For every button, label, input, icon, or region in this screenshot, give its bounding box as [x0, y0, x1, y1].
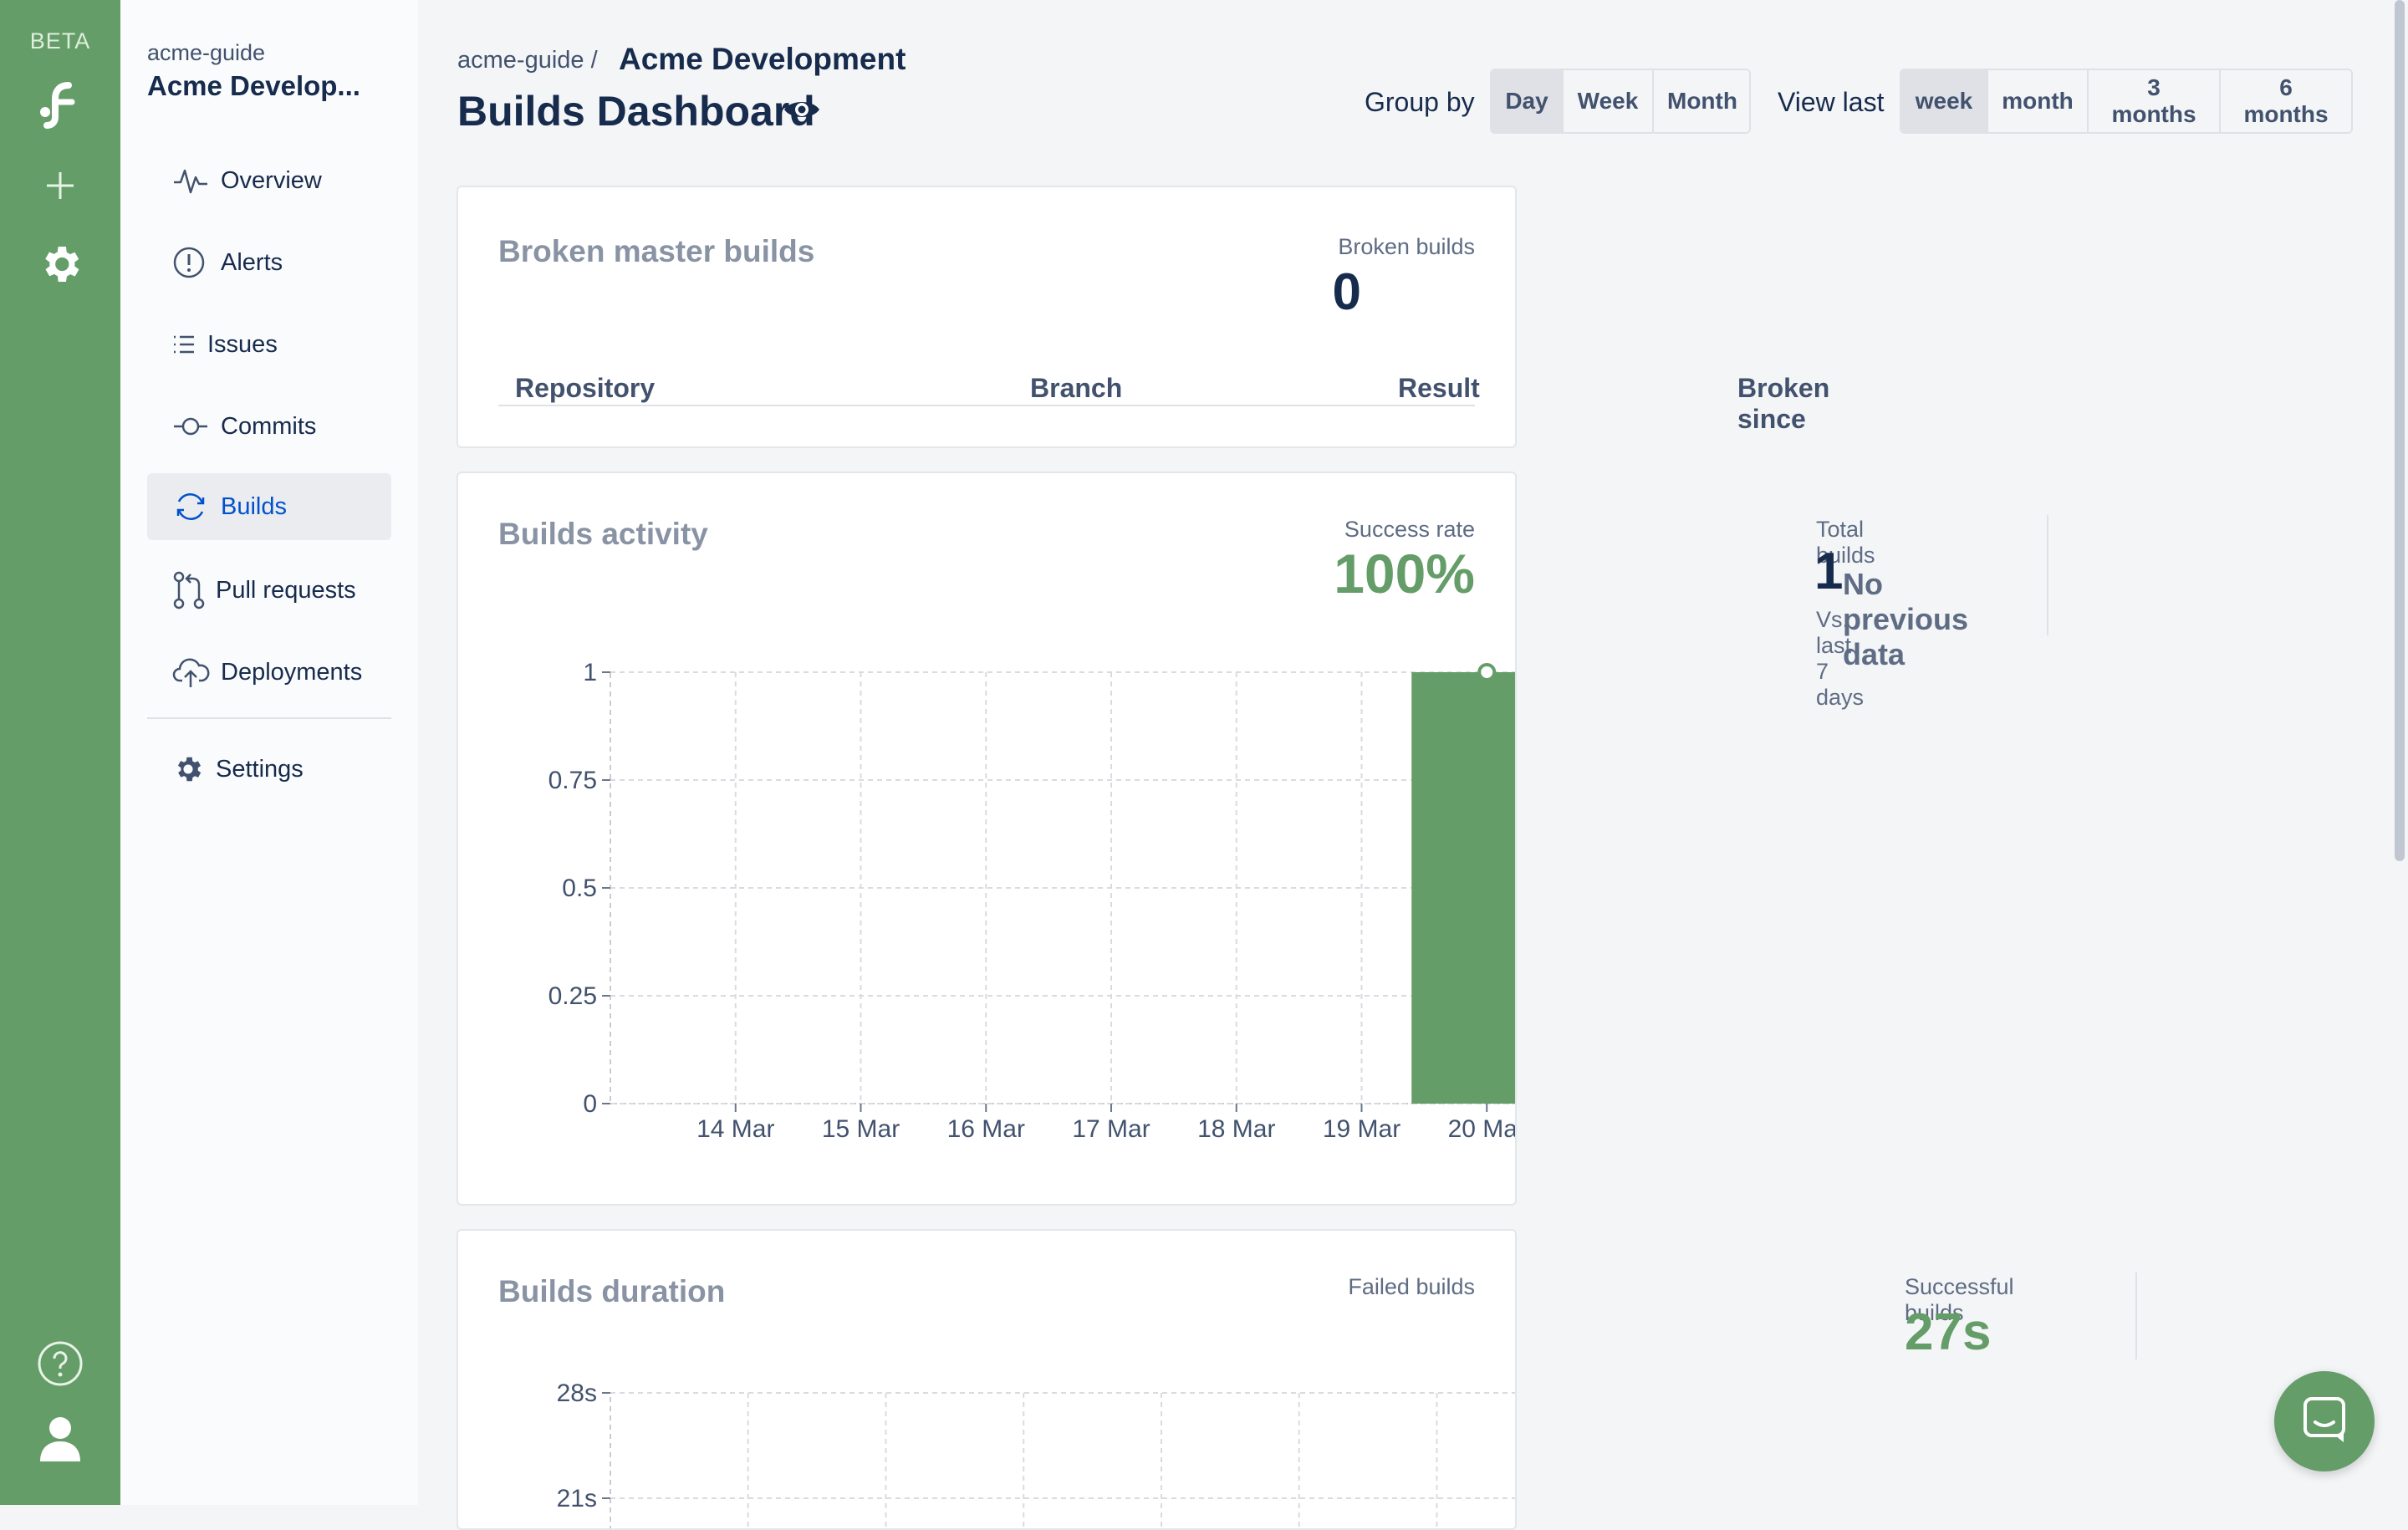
page-scrollbar[interactable] — [2391, 0, 2408, 1505]
help-icon[interactable] — [0, 1339, 120, 1388]
builds-activity-card: Builds activity Total builds 1 No previo… — [457, 472, 2048, 1206]
group-by-week-button[interactable]: Week — [1562, 70, 1652, 132]
sidebar-item-settings[interactable]: Settings — [147, 736, 391, 803]
successful-builds-label: Successful builds — [1905, 1274, 2014, 1325]
breadcrumb-project: Acme Development — [619, 42, 906, 76]
list-icon — [172, 325, 197, 364]
view-last-label: View last — [1778, 87, 1885, 117]
total-builds-label: Total builds — [1816, 517, 1875, 568]
sidebar-item-label: Settings — [216, 755, 304, 783]
x-tick-label: 16 Mar — [947, 1115, 1025, 1143]
column-header-result: Result — [1398, 373, 1480, 403]
builds-duration-chart: 21s 28s — [557, 1380, 1515, 1528]
logo-icon[interactable] — [0, 80, 120, 130]
y-tick-label: 0.5 — [562, 875, 597, 902]
broken-count: 0 — [1332, 263, 1361, 321]
sidebar-item-alerts[interactable]: Alerts — [147, 229, 391, 296]
bar — [1411, 672, 1515, 1104]
page-title: Builds Dashboard — [457, 88, 815, 135]
broken-count-label: Broken builds — [1338, 234, 1475, 259]
success-rate-label: Success rate — [1344, 517, 1475, 542]
y-tick-label: 0.25 — [548, 982, 597, 1010]
group-by-month-button[interactable]: Month — [1652, 70, 1749, 132]
broken-builds-card: Broken master builds Broken builds 0 Rep… — [457, 186, 1829, 448]
user-icon[interactable] — [0, 1413, 120, 1463]
x-tick-label: 17 Mar — [1072, 1115, 1150, 1143]
y-tick-label: 0.75 — [548, 767, 597, 794]
comparison-period: Vs. last 7 days — [1816, 607, 1865, 710]
y-tick-label: 28s — [557, 1380, 597, 1407]
sidebar-divider — [147, 717, 391, 719]
pull-request-icon — [172, 571, 206, 609]
chat-launcher-button[interactable] — [2274, 1371, 2375, 1471]
sidebar-item-issues[interactable]: Issues — [147, 311, 391, 378]
group-by-control: Day Week Month — [1490, 69, 1751, 134]
column-header-branch: Branch — [1030, 373, 1123, 403]
beta-label: BETA — [29, 28, 91, 54]
sidebar-item-label: Pull requests — [216, 576, 356, 604]
sidebar-item-pull-requests[interactable]: Pull requests — [147, 557, 391, 624]
builds-duration-card: Builds duration Successful builds 27s Fa… — [457, 1229, 2137, 1530]
y-tick-label: 1 — [583, 659, 597, 686]
column-header-repository: Repository — [515, 373, 656, 403]
sidebar-item-label: Commits — [221, 412, 317, 440]
comparison-text: No previous data — [1843, 567, 1969, 671]
view-last-week-button[interactable]: week — [1901, 70, 1987, 132]
sidebar-item-commits[interactable]: Commits — [147, 393, 391, 460]
stat-divider — [2135, 1272, 2137, 1359]
x-tick-label: 18 Mar — [1197, 1115, 1275, 1143]
project-sidebar: acme-guide Acme Develop... Overview Aler… — [120, 0, 418, 1505]
commit-icon — [172, 407, 211, 446]
alert-icon — [172, 243, 211, 282]
add-icon[interactable] — [0, 166, 120, 206]
gear-icon — [172, 750, 206, 788]
sidebar-item-label: Builds — [221, 492, 287, 520]
stat-divider — [2047, 515, 2048, 635]
view-last-6-months-button[interactable]: 6 months — [2219, 70, 2351, 132]
chat-icon — [2300, 1395, 2349, 1448]
project-name[interactable]: Acme Develop... — [147, 70, 360, 101]
table-divider — [498, 405, 1475, 406]
sidebar-item-overview[interactable]: Overview — [147, 147, 391, 214]
breadcrumb[interactable]: acme-guide / — [457, 47, 598, 74]
sidebar-item-label: Deployments — [221, 658, 363, 686]
view-last-month-button[interactable]: month — [1987, 70, 2087, 132]
successful-builds-value: 27s — [1905, 1303, 1992, 1361]
sidebar-item-builds[interactable]: Builds — [147, 473, 391, 540]
plot-frame — [610, 1392, 1515, 1528]
gear-icon[interactable] — [0, 239, 120, 289]
y-tick-label: 0 — [583, 1090, 597, 1118]
watch-icon[interactable] — [783, 97, 821, 126]
view-last-3-months-button[interactable]: 3 months — [2087, 70, 2219, 132]
column-header-broken-since: Broken since — [1737, 373, 1830, 434]
x-tick-label: 20 Mar — [1448, 1115, 1515, 1143]
view-last-control: week month 3 months 6 months — [1900, 69, 2353, 134]
card-title: Builds duration — [498, 1274, 726, 1308]
card-title: Builds activity — [498, 517, 708, 551]
success-rate-value: 100% — [1334, 543, 1475, 604]
org-name[interactable]: acme-guide — [147, 40, 266, 65]
total-builds-value: 1 — [1814, 543, 1844, 600]
success-rate-point — [1477, 663, 1497, 681]
sidebar-item-label: Issues — [207, 330, 278, 358]
x-tick-label: 19 Mar — [1323, 1115, 1400, 1143]
x-tick-label: 14 Mar — [696, 1115, 774, 1143]
scrollbar-thumb[interactable] — [2395, 0, 2405, 861]
card-title: Broken master builds — [498, 234, 815, 268]
group-by-label: Group by — [1365, 87, 1475, 117]
sidebar-item-label: Overview — [221, 166, 322, 194]
group-by-day-button[interactable]: Day — [1492, 70, 1562, 132]
y-tick-label: 21s — [557, 1485, 597, 1512]
x-tick-label: 15 Mar — [822, 1115, 900, 1143]
sidebar-item-deployments[interactable]: Deployments — [147, 639, 391, 706]
sidebar-item-label: Alerts — [221, 248, 283, 276]
failed-builds-label: Failed builds — [1348, 1274, 1475, 1299]
pulse-icon — [172, 161, 211, 200]
app-rail: BETA — [0, 0, 120, 1505]
cloud-upload-icon — [172, 653, 211, 691]
refresh-icon — [172, 487, 211, 526]
